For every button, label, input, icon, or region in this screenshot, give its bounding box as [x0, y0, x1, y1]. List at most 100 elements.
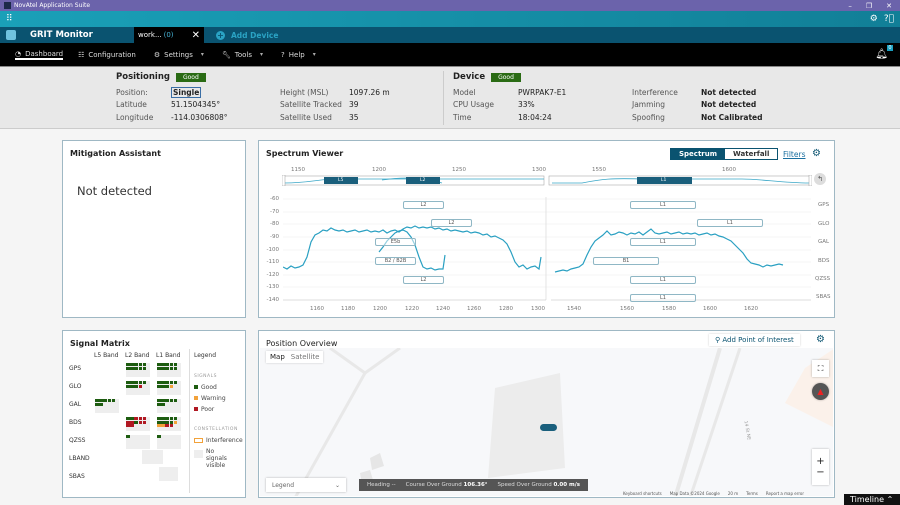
gear-icon[interactable]: ⚙ [816, 334, 825, 345]
wrench-icon: 🔧︎ [221, 50, 231, 59]
zoom-in-button[interactable]: + [816, 456, 825, 467]
signal-label[interactable]: L2 [403, 201, 444, 209]
add-poi-button[interactable]: ⚲ Add Point of Interest [709, 334, 800, 346]
matrix-cell[interactable] [126, 417, 150, 431]
zoom-out-button[interactable]: − [816, 467, 825, 478]
matrix-cell[interactable] [95, 399, 119, 413]
grit-logo-icon [6, 30, 16, 40]
chevron-down-icon: ▾ [260, 51, 264, 58]
window-title: NovAtel Application Suite [14, 2, 91, 9]
app-header: ⠿ ⚙ ?⃝ [0, 11, 900, 27]
matrix-cell[interactable] [157, 399, 181, 413]
timeline-toggle[interactable]: Timeline ⌃ [844, 494, 900, 505]
signal-label[interactable]: L1 [630, 294, 696, 302]
window-titlebar: NovAtel Application Suite – ❐ ✕ [0, 0, 900, 11]
chevron-down-icon: ⌄ [334, 481, 340, 489]
spectrum-toggle-button[interactable]: Spectrum [671, 149, 726, 159]
pos-field-tracked: Satellite Tracked 39 [280, 100, 359, 109]
vehicle-marker-icon[interactable] [540, 424, 557, 431]
spectrum-view-toggle: Spectrum Waterfall [670, 148, 779, 160]
panel-title: Position Overview [266, 339, 338, 348]
signal-label[interactable]: L1 [697, 219, 763, 227]
dev-field-jamming: Jamming Not detected [632, 100, 757, 109]
close-window-button[interactable]: ✕ [886, 1, 892, 10]
gauge-icon: ◔ [15, 49, 22, 58]
pos-field-used: Satellite Used 35 [280, 113, 359, 122]
map-type-map[interactable]: Map [270, 353, 285, 361]
gear-icon[interactable]: ⚙ [869, 14, 878, 24]
dev-field-model: Model PWRPAK7-E1 [453, 88, 567, 97]
matrix-cell[interactable] [126, 363, 150, 377]
help-icon[interactable]: ?⃝ [883, 14, 894, 24]
matrix-cell[interactable] [157, 417, 181, 431]
matrix-cell[interactable] [159, 467, 178, 481]
chevron-down-icon: ▾ [312, 51, 316, 58]
matrix-cell[interactable] [157, 381, 181, 395]
dev-field-spoofing: Spoofing Not Calibrated [632, 113, 763, 122]
signal-label[interactable]: L2 [403, 276, 444, 284]
plus-icon: + [216, 30, 225, 40]
menu-dashboard[interactable]: ◔ Dashboard [15, 49, 64, 60]
matrix-cell[interactable] [142, 450, 163, 464]
position-mode[interactable]: Single [171, 87, 202, 98]
notifications-bell-icon[interactable]: 🔔︎ 0 [875, 45, 893, 60]
positioning-section: Positioning Good [116, 72, 206, 82]
device-tab-label: work... [138, 31, 162, 39]
legend-select[interactable]: Legend ⌄ [266, 478, 346, 492]
signal-label[interactable]: L1 [630, 276, 696, 284]
zoom-controls: + − [812, 449, 829, 485]
matrix-cell[interactable] [126, 435, 150, 449]
chevron-up-icon: ⌃ [886, 495, 894, 504]
add-device-button[interactable]: + Add Device [216, 30, 279, 40]
panel-title: Spectrum Viewer [266, 149, 344, 158]
device-tab[interactable]: work... (0) ✕ [134, 27, 204, 43]
divider [189, 349, 190, 493]
fullscreen-button[interactable]: ⛶ [812, 360, 829, 377]
spectrum-navigator[interactable]: L5 L2 L1 [281, 174, 813, 187]
signal-label[interactable]: L2 [431, 219, 472, 227]
device-tab-count: (0) [163, 31, 174, 39]
dev-field-cpu: CPU Usage 33% [453, 100, 535, 109]
matrix-cell[interactable] [157, 435, 181, 449]
compass-button[interactable]: ▲ [812, 383, 829, 400]
status-summary: Positioning Good Position: Single Latitude… [0, 67, 900, 129]
gear-icon[interactable]: ⚙ [812, 148, 821, 159]
menu-configuration[interactable]: ☷ Configuration [78, 50, 136, 59]
spectrum-viewer-panel: Spectrum Viewer Spectrum Waterfall Filte… [258, 140, 835, 318]
device-tabbar: GRIT Monitor work... (0) ✕ + Add Device [0, 27, 900, 43]
map-type-toggle: Map Satellite [266, 351, 324, 363]
mitigation-message: Not detected [77, 184, 152, 198]
brand: GRIT Monitor [0, 30, 134, 40]
menu-tools[interactable]: 🔧︎ Tools ▾ [221, 50, 264, 59]
matrix-cell[interactable] [126, 381, 150, 395]
reset-zoom-button[interactable]: ↰ [814, 173, 826, 185]
device-section: Device Good [453, 72, 521, 82]
spectrum-plot[interactable]: L2 L2 E5b B2 / B2B L2 L1 L1 L1 B1 L1 L1 [282, 197, 811, 303]
menu-help[interactable]: ? Help ▾ [281, 50, 316, 59]
signal-label[interactable]: B1 [593, 257, 659, 265]
pos-field-latitude: Latitude 51.1504345° [116, 100, 221, 109]
positioning-title: Positioning [116, 72, 170, 82]
signal-label[interactable]: B2 / B2B [375, 257, 416, 265]
restore-button[interactable]: ❐ [865, 1, 873, 10]
filters-link[interactable]: Filters [783, 150, 806, 159]
device-status-badge: Good [491, 72, 521, 82]
signal-label[interactable]: L1 [630, 201, 696, 209]
gear-icon: ⚙ [153, 50, 161, 59]
waterfall-toggle-button[interactable]: Waterfall [725, 149, 778, 159]
sliders-icon: ☷ [78, 50, 85, 59]
matrix-cell[interactable] [157, 363, 181, 377]
position-overview-panel: Position Overview ⚲ Add Point of Interes… [258, 330, 835, 498]
menu-settings[interactable]: ⚙ Settings ▾ [153, 50, 204, 59]
signal-label[interactable]: L1 [630, 238, 696, 246]
navigation-info-bar: Heading -- Course Over Ground 106.36° Sp… [359, 479, 588, 491]
device-title: Device [453, 72, 486, 82]
map-pin-icon: ⚲ [715, 336, 721, 344]
chevron-down-icon: ▾ [200, 51, 204, 58]
map-view[interactable]: Map Satellite 14 St NE ⛶ ▲ + − Legend ⌄ H… [260, 348, 833, 496]
apps-grid-icon[interactable]: ⠿ [6, 14, 13, 24]
signal-label[interactable]: E5b [375, 238, 416, 246]
minimize-button[interactable]: – [848, 1, 852, 10]
map-type-satellite[interactable]: Satellite [290, 353, 320, 361]
close-tab-icon[interactable]: ✕ [191, 29, 200, 41]
